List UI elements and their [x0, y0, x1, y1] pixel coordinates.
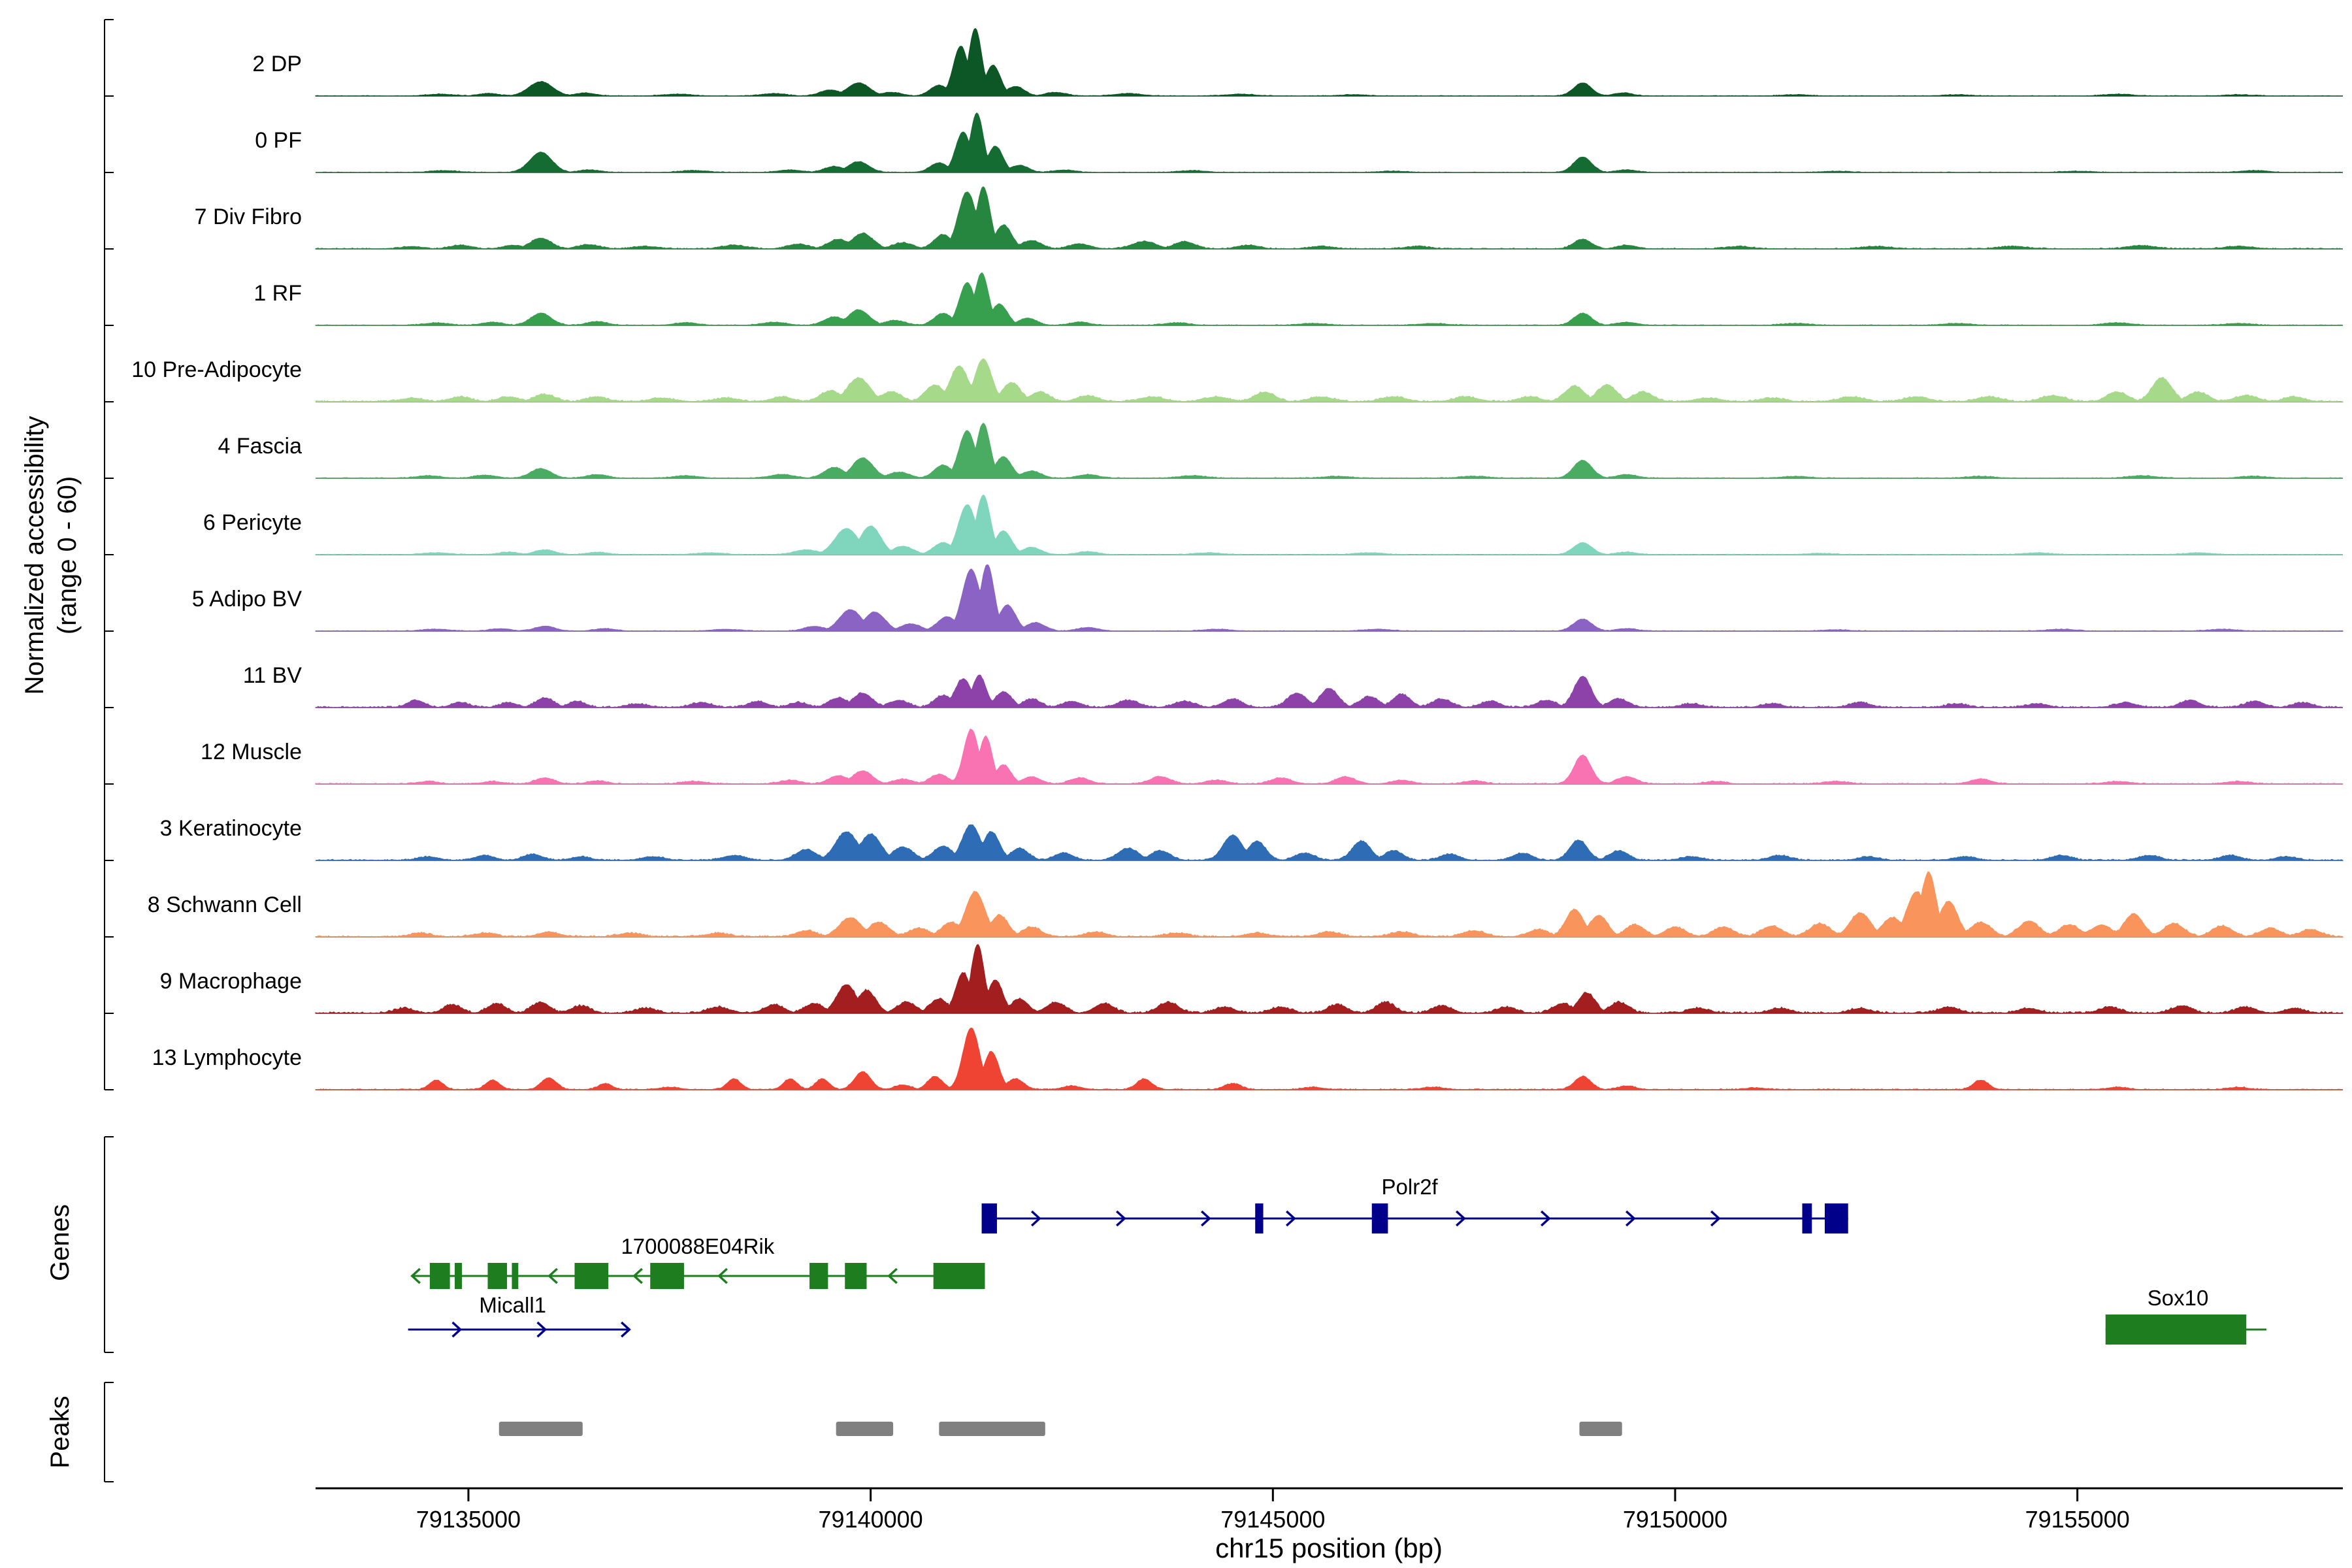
signal-track-6-pericyte	[315, 494, 2344, 555]
signal-track-4-fascia	[315, 422, 2344, 479]
gene-strand-arrow-polr2f	[1455, 1210, 1466, 1227]
gene-strand-arrow-polr2f	[1200, 1210, 1211, 1227]
x-axis-tick-label: 79135000	[416, 1506, 521, 1533]
genes-section-label: Genes	[46, 1204, 74, 1281]
gene-strand-arrow-polr2f	[1030, 1210, 1041, 1227]
gene-tip-arrow-1700088e04rik	[410, 1267, 421, 1284]
track-label-9-macrophage: 9 Macrophage	[160, 969, 302, 994]
gene-exon-1700088e04rik	[574, 1263, 609, 1289]
gene-strand-arrow-micall1	[451, 1321, 463, 1338]
peak-call-region	[939, 1422, 1045, 1436]
gene-exon-1700088e04rik	[429, 1263, 450, 1289]
gene-exon-1700088e04rik	[512, 1263, 519, 1289]
x-axis-tick-label: 79155000	[2025, 1506, 2130, 1533]
signal-track-8-schwann-cell	[315, 871, 2344, 938]
gene-strand-arrow-1700088e04rik	[547, 1267, 558, 1284]
signal-track-7-div-fibro	[315, 186, 2344, 250]
peak-call-region	[498, 1422, 583, 1436]
gene-label-polr2f: Polr2f	[1382, 1175, 1439, 1199]
peak-call-region	[1579, 1422, 1622, 1436]
signal-track-2-dp	[315, 27, 2344, 97]
gene-exon-polr2f	[1255, 1203, 1264, 1233]
track-label-0-pf: 0 PF	[255, 128, 302, 153]
track-label-11-bv: 11 BV	[243, 663, 302, 688]
track-label-10-pre-adipocyte: 10 Pre-Adipocyte	[131, 357, 302, 382]
gene-exon-polr2f	[981, 1203, 997, 1233]
y-axis-title-line1: Normalized accessibility	[20, 416, 49, 695]
gene-strand-arrow-polr2f	[1625, 1210, 1636, 1227]
x-axis-tick-label: 79140000	[819, 1506, 923, 1533]
gene-exon-polr2f	[1825, 1203, 1848, 1233]
gene-strand-arrow-1700088e04rik	[632, 1267, 643, 1284]
gene-strand-arrow-1700088e04rik	[717, 1267, 728, 1284]
x-axis-tick-label: 79150000	[1623, 1506, 1727, 1533]
gene-exon-sox10	[2105, 1315, 2247, 1345]
signal-track-9-macrophage	[315, 943, 2344, 1014]
signal-track-5-adipo-bv	[315, 564, 2344, 632]
signal-track-10-pre-adipocyte	[315, 358, 2344, 402]
track-label-2-dp: 2 DP	[252, 52, 302, 76]
gene-exon-1700088e04rik	[650, 1263, 684, 1289]
gene-strand-arrow-micall1	[536, 1321, 547, 1338]
gene-exon-1700088e04rik	[455, 1263, 463, 1289]
gene-strand-arrow-polr2f	[1115, 1210, 1126, 1227]
signal-track-12-muscle	[315, 728, 2344, 785]
signal-track-0-pf	[315, 112, 2344, 173]
signal-track-11-bv	[315, 674, 2344, 708]
peaks-section-label: Peaks	[46, 1396, 74, 1469]
track-label-12-muscle: 12 Muscle	[201, 740, 302, 764]
gene-exon-1700088e04rik	[809, 1263, 828, 1289]
y-axis-title-line2: (range 0 - 60)	[53, 476, 82, 635]
track-label-4-fascia: 4 Fascia	[218, 434, 302, 459]
gene-label-sox10: Sox10	[2148, 1286, 2209, 1310]
track-label-3-keratinocyte: 3 Keratinocyte	[160, 816, 302, 841]
gene-strand-arrow-polr2f	[1540, 1210, 1551, 1227]
track-label-1-rf: 1 RF	[253, 281, 302, 306]
gene-exon-polr2f	[1371, 1203, 1388, 1233]
gene-exon-1700088e04rik	[845, 1263, 867, 1289]
x-axis-title: chr15 position (bp)	[1215, 1533, 1443, 1563]
track-label-13-lymphocyte: 13 Lymphocyte	[152, 1045, 302, 1070]
gene-label-micall1: Micall1	[479, 1293, 546, 1317]
gene-strand-arrow-polr2f	[1710, 1210, 1721, 1227]
signal-track-3-keratinocyte	[315, 825, 2344, 861]
signal-track-13-lymphocyte	[315, 1027, 2344, 1090]
gene-strand-arrow-1700088e04rik	[887, 1267, 898, 1284]
gene-exon-1700088e04rik	[933, 1263, 985, 1289]
signal-track-1-rf	[315, 272, 2343, 326]
track-label-6-pericyte: 6 Pericyte	[203, 510, 302, 535]
track-label-7-div-fibro: 7 Div Fibro	[195, 204, 302, 229]
track-label-8-schwann-cell: 8 Schwann Cell	[148, 892, 302, 917]
gene-exon-1700088e04rik	[487, 1263, 508, 1289]
gene-exon-polr2f	[1802, 1203, 1812, 1233]
x-axis-tick-label: 79145000	[1220, 1506, 1325, 1533]
y-axis-title: Normalized accessibility (range 0 - 60)	[18, 416, 84, 695]
track-label-5-adipo-bv: 5 Adipo BV	[192, 587, 302, 612]
peak-call-region	[836, 1422, 894, 1436]
gene-tip-arrow-micall1	[621, 1321, 631, 1338]
gene-label-1700088e04rik: 1700088E04Rik	[621, 1234, 774, 1258]
gene-strand-arrow-polr2f	[1285, 1210, 1296, 1227]
